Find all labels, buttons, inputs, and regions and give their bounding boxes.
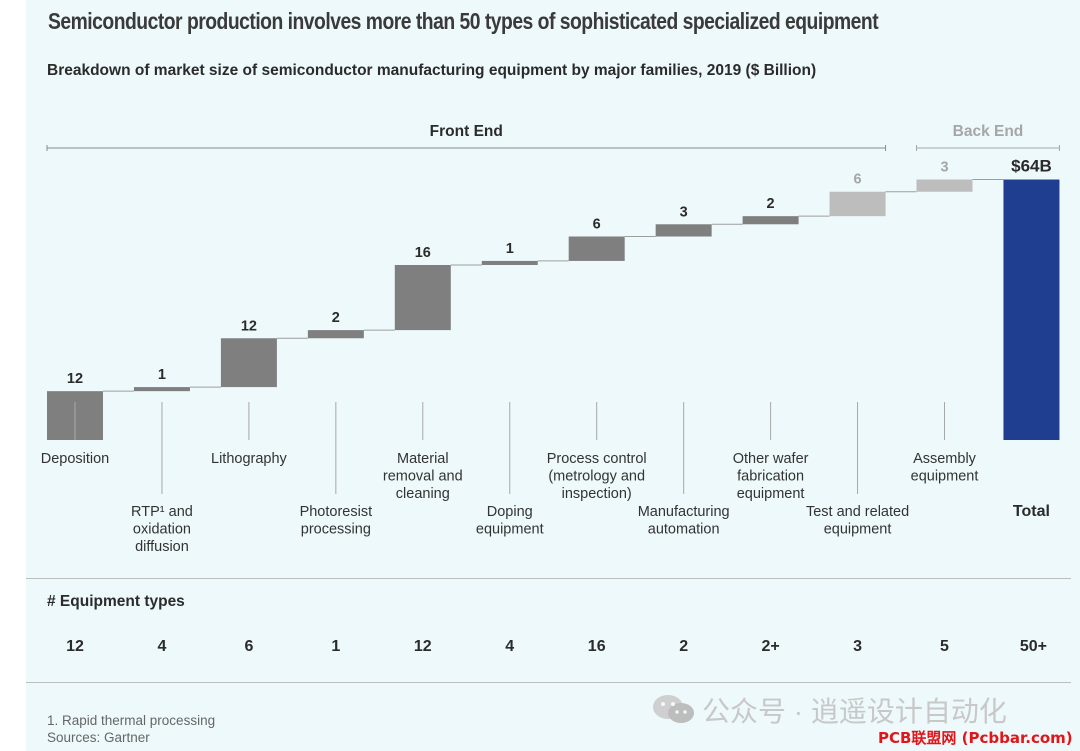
value-label: 2 [332, 310, 340, 326]
equipment-type-count: 6 [244, 638, 253, 655]
equipment-type-count: 12 [414, 638, 432, 655]
equipment-types-title: # Equipment types [47, 593, 185, 610]
value-label: 6 [593, 217, 601, 233]
watermark: 公众号 · 逍遥设计自动化 [652, 690, 1007, 730]
waterfall-bar [568, 236, 625, 261]
waterfall-bar [220, 338, 277, 388]
footnote-rtp: 1. Rapid thermal processing [47, 713, 216, 728]
category-label: Test and related equipment [806, 504, 909, 538]
equipment-type-count: 2 [679, 638, 688, 655]
wechat-icon [653, 695, 694, 723]
value-label: 1 [158, 367, 166, 383]
equipment-types-panel [26, 578, 1071, 683]
waterfall-bar [394, 264, 451, 331]
equipment-type-count: 50+ [1020, 638, 1047, 655]
equipment-type-count: 5 [940, 638, 949, 655]
value-label: 2 [767, 196, 775, 212]
waterfall-bar [133, 387, 190, 392]
value-label: 6 [854, 172, 862, 188]
footnote-sources: Sources: Gartner [47, 730, 150, 745]
waterfall-bar [742, 216, 799, 225]
waterfall-bar [829, 191, 886, 217]
category-label: Manufacturing automation [638, 504, 730, 538]
category-label: Other wafer fabrication equipment [733, 451, 809, 502]
group-label: Back End [953, 123, 1024, 140]
value-label: 1 [506, 241, 514, 257]
equipment-type-count: 12 [66, 638, 84, 655]
value-label: 12 [241, 318, 257, 334]
value-label: 12 [67, 371, 83, 387]
footnotes: 1. Rapid thermal processing Sources: Gar… [47, 712, 215, 746]
value-label: 3 [940, 160, 948, 176]
category-label: RTP¹ and oxidation diffusion [131, 504, 193, 555]
category-label: Lithography [211, 451, 288, 467]
waterfall-bar [307, 330, 364, 339]
category-label: Assembly equipment [911, 451, 979, 485]
value-label: $64B [1011, 157, 1052, 176]
watermark-text: 公众号 · 逍遥设计自动化 [702, 696, 1007, 727]
page-title: Semiconductor production involves more t… [48, 8, 879, 34]
equipment-type-count: 16 [588, 638, 606, 655]
category-label: Doping equipment [476, 504, 544, 538]
category-label: Total [1013, 503, 1050, 520]
equipment-type-count: 1 [331, 638, 340, 655]
equipment-type-count: 4 [505, 638, 514, 655]
equipment-type-count: 3 [853, 638, 862, 655]
category-label: Process control (metrology and inspection) [547, 451, 647, 502]
category-label: Deposition [41, 451, 110, 467]
equipment-type-count: 2+ [761, 638, 779, 655]
waterfall-bar [916, 179, 973, 192]
chart-subtitle: Breakdown of market size of semiconducto… [47, 62, 817, 79]
category-label: Material removal and cleaning [383, 451, 463, 502]
waterfall-bar [655, 224, 712, 237]
waterfall-bar [481, 260, 538, 265]
category-label: Photoresist processing [300, 504, 373, 538]
group-label: Front End [430, 123, 503, 140]
equipment-type-count: 4 [157, 638, 166, 655]
site-logo: PCB联盟网 (Pcbbar.com) [878, 729, 1073, 747]
value-label: 3 [680, 204, 688, 220]
waterfall-bar [1003, 179, 1060, 440]
value-label: 16 [415, 245, 431, 261]
